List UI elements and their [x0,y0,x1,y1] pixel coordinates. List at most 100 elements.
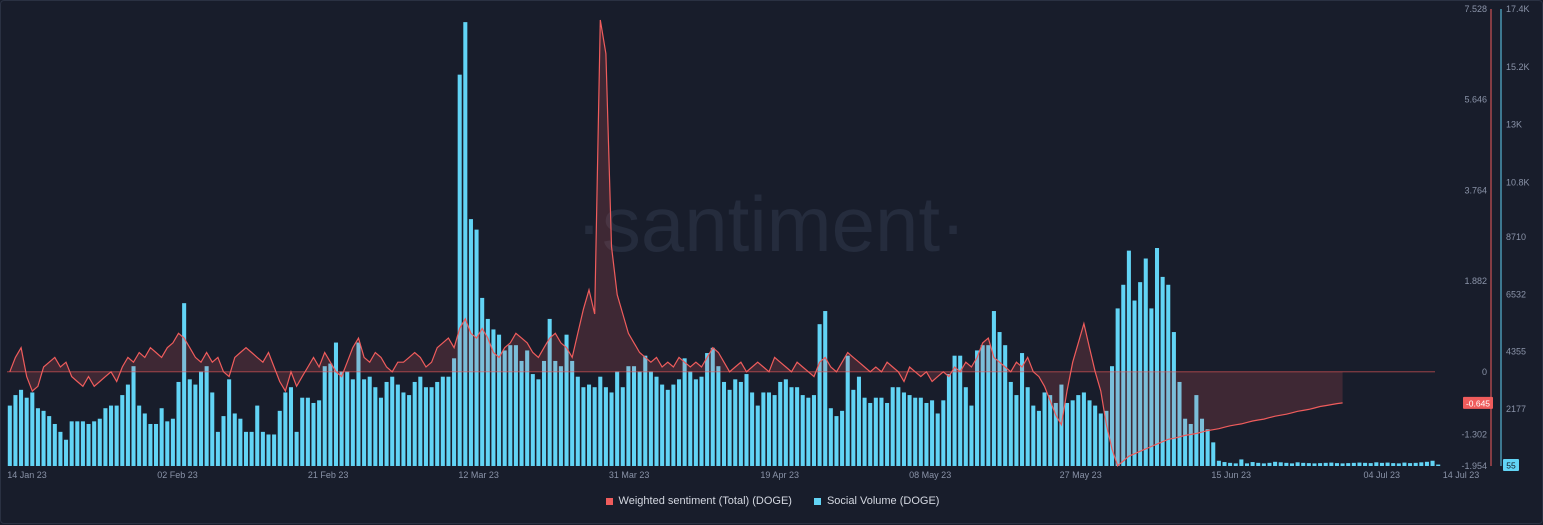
volume-bar [1244,463,1250,466]
volume-bar [879,397,884,466]
volume-bar [1104,410,1109,466]
volume-bar [373,387,378,466]
volume-bar [536,379,541,466]
volume-bar [390,376,395,466]
volume-bar [80,421,85,466]
volume-bar [530,374,535,466]
volume-bar [643,355,648,466]
volume-bar [564,334,569,466]
volume-bar [463,22,468,466]
volume-bar [322,366,327,466]
volume-bar [317,400,322,466]
volume-bar [750,392,755,466]
volume-bar [603,387,608,466]
volume-bar [193,384,198,466]
volume-bar [946,374,951,466]
volume-bar [1126,250,1131,466]
volume-bar [1008,381,1013,466]
volume-bar [238,418,243,466]
volume-bar [294,431,299,466]
volume-bar [30,392,35,466]
volume-bar [693,379,698,466]
current-sentiment-badge [1463,396,1493,409]
volume-bar [1306,463,1311,466]
volume-bar [778,381,783,466]
volume-bar [457,74,462,466]
volume-bar [856,376,861,466]
volume-bar [598,376,603,466]
volume-bar [1318,463,1323,466]
sentiment-line-layer [9,19,1343,467]
volume-bar [1278,462,1283,466]
volume-bar [1098,413,1103,466]
volume-bar [1003,345,1008,466]
volume-bar [508,345,513,466]
volume-bar [300,397,305,466]
volume-bar [1115,308,1120,466]
volume-bar [587,384,592,466]
volume-bar [170,418,175,466]
volume-bar [491,329,496,466]
legend-item-volume[interactable]: Social Volume (DOGE) [813,495,940,507]
sentiment-swatch [605,497,613,505]
volume-bar [1379,462,1384,466]
volume-bar [468,219,473,466]
volume-bar [58,431,63,466]
x-tick-label: 04 Jul 23 [1364,470,1401,480]
volume-bar [1171,332,1176,466]
volume-bar [1334,463,1339,466]
volume-bar [103,408,108,466]
volume-bar [1323,462,1328,466]
volume-bar [485,318,490,466]
y-left-tick-label: 5.646 [1464,95,1487,105]
volume-bar [1042,392,1047,466]
volume-bar [840,410,845,466]
volume-bar [1301,462,1306,466]
volume-bar [7,405,12,466]
y-left-tick-label: -1.302 [1461,430,1487,440]
volume-bar [811,395,816,466]
volume-bar [665,389,670,466]
volume-bar [1205,429,1210,466]
x-tick-label: 19 Apr 23 [760,470,799,480]
volume-bar [345,371,350,466]
volume-bar [1025,387,1030,466]
volume-bar [1177,381,1182,466]
volume-bar [710,347,715,466]
volume-bar [660,384,665,466]
volume-bar [1014,395,1019,466]
legend-volume-label: Social Volume (DOGE) [826,495,940,507]
volume-bar [232,413,237,466]
volume-bar [1121,284,1126,466]
volume-bar [1216,460,1221,466]
volume-bar [1289,463,1294,466]
volume-bar [378,397,383,466]
volume-bar [1048,395,1053,466]
volume-bar [513,345,518,466]
volume-bar [1053,402,1058,466]
volume-bar [930,400,935,466]
volume-bar [452,358,457,466]
volume-bar [851,389,856,466]
legend: Weighted sentiment (Total) (DOGE) Social… [1,495,1543,507]
volume-bar [1273,461,1278,466]
volume-bar [137,405,142,466]
volume-bar [1402,462,1407,466]
legend-item-sentiment[interactable]: Weighted sentiment (Total) (DOGE) [605,495,792,507]
x-tick-label: 14 Jul 23 [1443,470,1480,480]
volume-bar [497,334,502,466]
volume-bar [913,397,918,466]
volume-bar [519,360,524,466]
volume-bar [277,410,282,466]
volume-bar [705,353,710,466]
y-right-tick-label: 13K [1506,120,1522,130]
volume-bar [109,405,114,466]
volume-bar [800,395,805,466]
volume-bar [828,408,833,466]
volume-bar [958,355,963,466]
volume-bar [1149,308,1154,466]
volume-bar [1228,462,1233,466]
current-volume-value: 55 [1506,461,1516,471]
volume-bar [890,387,895,466]
volume-bar [333,342,338,466]
